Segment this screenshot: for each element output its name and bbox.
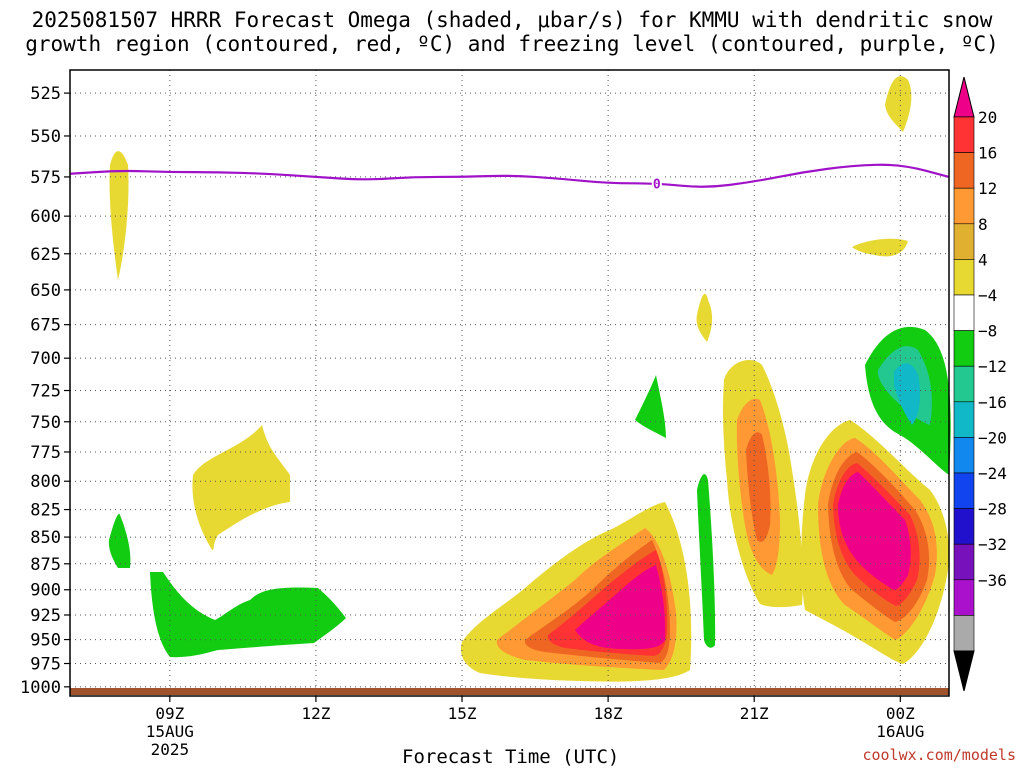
colorbar-segment <box>953 508 975 545</box>
freezing-level-label: 0 <box>653 177 661 192</box>
colorbar-segment <box>953 223 975 260</box>
freezing-level-line <box>69 163 950 188</box>
y-tick-label: 625 <box>30 245 61 265</box>
x-tick-sublabel: 16AUG <box>876 722 924 741</box>
colorbar-label: −8 <box>978 322 997 341</box>
y-tick-label: 1000 <box>20 678 61 698</box>
colorbar-segment <box>953 187 975 225</box>
chart-title: 2025081507 HRRR Forecast Omega (shaded, … <box>0 8 1024 56</box>
colorbar-label: 8 <box>978 215 988 234</box>
omega-region-minus4-minus8 <box>697 474 716 648</box>
colorbar-top-arrow <box>953 76 975 118</box>
omega-region-4-8 <box>192 425 290 550</box>
omega-region-gt20 <box>838 472 911 590</box>
colorbar-segment <box>953 294 975 331</box>
omega-region-gt20 <box>575 565 666 650</box>
chart-title-line1: 2025081507 HRRR Forecast Omega (shaded, … <box>31 8 993 32</box>
omega-region-4-8 <box>696 293 713 342</box>
x-tick-label: 21Z <box>740 704 769 723</box>
y-tick-label: 900 <box>30 581 61 601</box>
colorbar-bottom-arrow <box>953 650 975 692</box>
colorbar-segment <box>953 330 975 367</box>
x-tick-sublabel: 15AUG <box>146 722 194 741</box>
y-tick-label: 725 <box>30 382 61 402</box>
colorbar-label: −4 <box>978 286 997 305</box>
colorbar-segment <box>953 437 975 474</box>
colorbar-label: −28 <box>978 500 1007 519</box>
omega-shading <box>108 76 951 682</box>
y-tick-label: 525 <box>30 84 61 104</box>
omega-region-minus4-minus8 <box>108 514 131 568</box>
omega-region-4-8 <box>109 151 129 280</box>
y-tick-label: 750 <box>30 413 61 433</box>
x-tick-label: 15Z <box>448 704 477 723</box>
colorbar-segment <box>953 365 975 403</box>
y-tick-label: 975 <box>30 655 61 675</box>
omega-region-4-8 <box>852 238 908 257</box>
y-tick-label: 700 <box>30 349 61 369</box>
y-tick-label: 950 <box>30 631 61 651</box>
y-tick-label: 850 <box>30 528 61 548</box>
y-tick-label: 875 <box>30 555 61 575</box>
colorbar-segment <box>953 259 975 296</box>
y-tick-label: 650 <box>30 281 61 301</box>
omega-region-minus12-minus16 <box>894 363 920 425</box>
y-tick-label: 775 <box>30 443 61 463</box>
colorbar-label: −20 <box>978 428 1007 447</box>
colorbar-segment <box>953 116 975 153</box>
colorbar-label: −36 <box>978 571 1007 590</box>
y-tick-label: 575 <box>30 168 61 188</box>
y-axis: 525 550 575 600 625 650 675 700 725 750 775 800 825 8… <box>20 84 70 698</box>
x-tick-label: 18Z <box>594 704 623 723</box>
x-axis-title: Forecast Time (UTC) <box>402 746 620 768</box>
colorbar-segment <box>953 543 975 581</box>
freezing-level-label-bg <box>651 175 662 191</box>
omega-region-minus4-minus8 <box>635 375 666 438</box>
x-tick-label: 00Z <box>886 704 915 723</box>
colorbar-label: 20 <box>978 108 997 127</box>
x-tick-label: 12Z <box>301 704 330 723</box>
y-tick-label: 925 <box>30 606 61 626</box>
y-tick-label: 825 <box>30 501 61 521</box>
site-credit: coolwx.com/models <box>862 746 1016 764</box>
plot-frame <box>69 69 950 697</box>
colorbar-label: −32 <box>978 535 1007 554</box>
colorbar-segment <box>953 401 975 438</box>
y-tick-label: 800 <box>30 472 61 492</box>
x-tick-sublabel: 2025 <box>151 740 190 759</box>
y-tick-label: 550 <box>30 127 61 147</box>
freezing-level-contour: 0 <box>69 163 950 192</box>
colorbar: 20 16 12 8 4 −4 −8 −12 −16 −20 −24 −28 −32 −36 <box>953 76 1007 692</box>
omega-region-minus4-minus8 <box>150 572 346 658</box>
y-tick-label: 600 <box>30 207 61 227</box>
colorbar-label: 16 <box>978 144 997 163</box>
y-tick-label: 675 <box>30 316 61 336</box>
colorbar-label: 4 <box>978 250 988 269</box>
colorbar-segment <box>953 579 975 616</box>
colorbar-segment <box>953 152 975 189</box>
colorbar-label: 12 <box>978 179 997 198</box>
colorbar-label: −12 <box>978 357 1007 376</box>
omega-region-4-8 <box>885 76 912 132</box>
colorbar-label: −24 <box>978 464 1007 483</box>
chart-title-line2: growth region (contoured, red, ºC) and f… <box>25 32 999 56</box>
x-tick-label: 09Z <box>155 704 184 723</box>
colorbar-segment <box>953 472 975 509</box>
omega-region-12-16 <box>746 432 771 542</box>
colorbar-segment <box>953 615 975 652</box>
colorbar-label: −16 <box>978 393 1007 412</box>
ground-terrain-bar <box>70 688 949 695</box>
